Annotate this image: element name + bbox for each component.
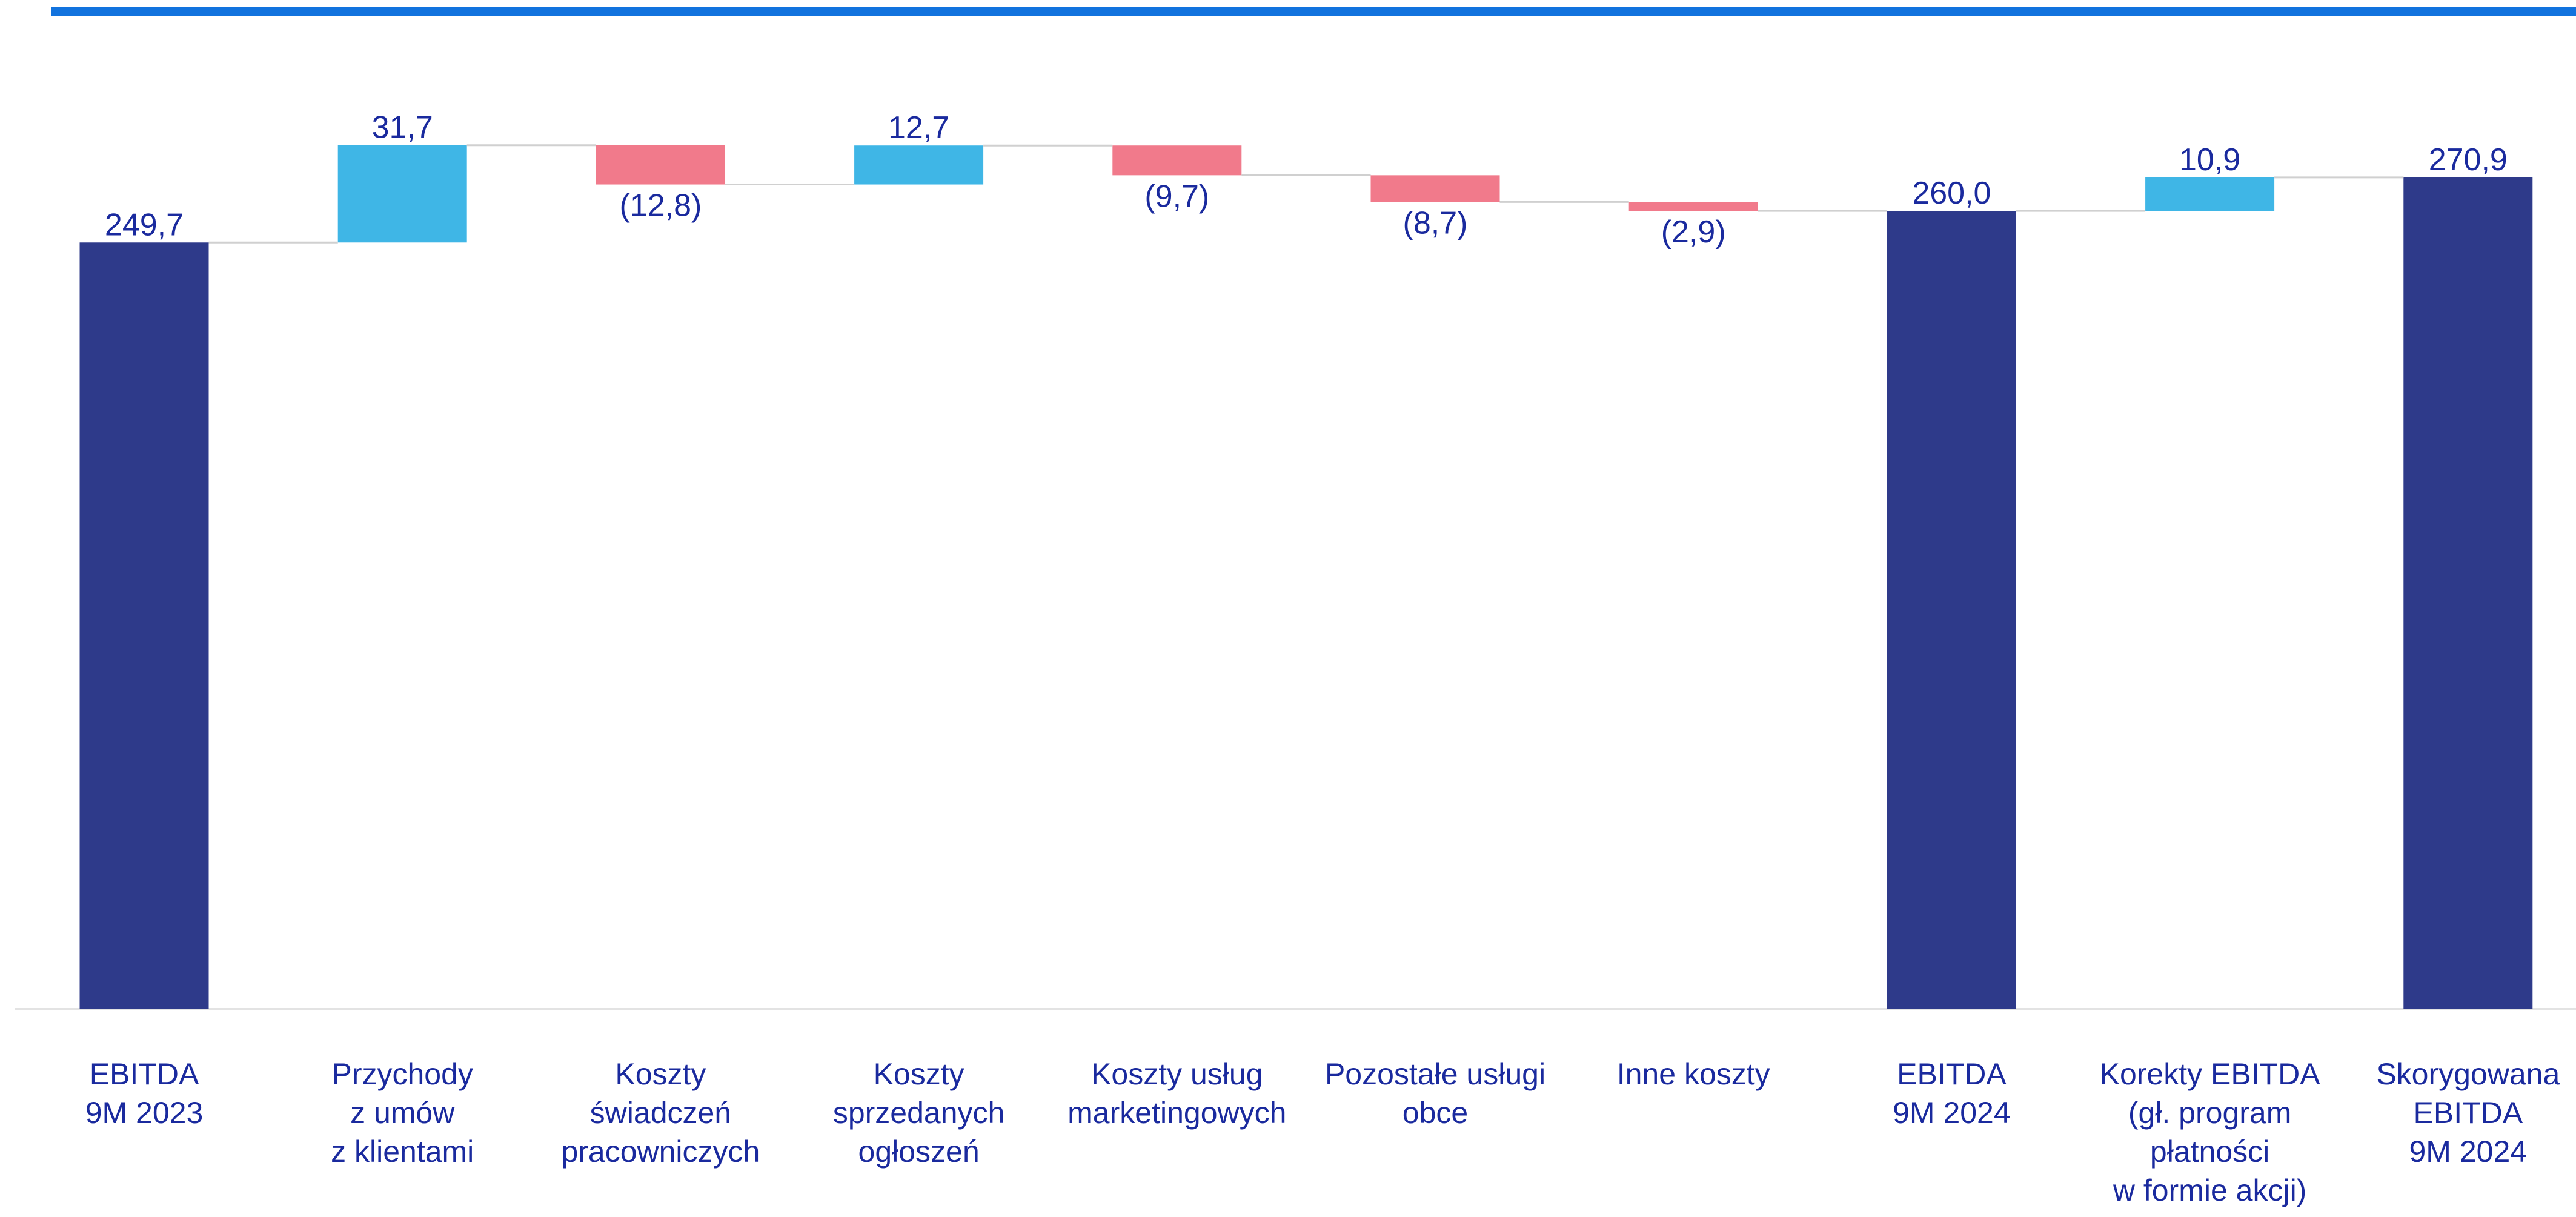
bar-total [79,242,209,1009]
category-label: (gł. program [2128,1096,2292,1130]
data-label: 12,7 [888,110,949,145]
category-label: 9M 2023 [85,1096,204,1130]
category-label: Koszty [874,1057,964,1091]
category-label: Skorygowana [2376,1057,2560,1091]
bar-increase [337,145,467,243]
data-label: (12,8) [619,188,702,224]
category-label: ogłoszeń [858,1135,980,1169]
category-label: Pozostałe usługi [1325,1057,1545,1091]
bar-decrease [1370,175,1500,202]
data-label: (8,7) [1403,205,1468,240]
data-label: 270,9 [2429,142,2508,177]
bar-decrease [596,145,725,185]
category-label: 9M 2024 [2409,1135,2528,1169]
bar-decrease [1112,145,1242,176]
category-label: z klientami [331,1135,474,1169]
bar-increase [854,145,984,185]
category-label: Koszty [615,1057,706,1091]
category-label: EBITDA [1897,1057,2007,1091]
category-label: sprzedanych [833,1096,1005,1130]
category-label: 9M 2024 [1893,1096,2011,1130]
data-label: 249,7 [105,207,184,242]
bar-increase [2145,177,2275,211]
category-label: z umów [350,1096,455,1130]
category-label: Korekty EBITDA [2100,1057,2321,1091]
category-label: obce [1403,1096,1468,1130]
category-label: płatności [2150,1135,2269,1169]
category-label: EBITDA [90,1057,199,1091]
data-label: (2,9) [1661,214,1726,250]
bar-total [2403,177,2533,1009]
category-label: marketingowych [1067,1096,1286,1130]
data-label: 10,9 [2179,142,2240,177]
category-label: Przychody [331,1057,473,1091]
bar-total [1887,211,2016,1009]
category-label: Inne koszty [1617,1057,1770,1091]
data-label: 31,7 [372,110,433,145]
category-label: świadczeń [590,1096,731,1130]
category-label: pracowniczych [561,1135,760,1169]
category-label: Koszty usług [1091,1057,1263,1091]
bar-decrease [1628,202,1758,211]
category-label: EBITDA [2414,1096,2523,1130]
data-label: 260,0 [1912,176,1991,211]
data-label: (9,7) [1144,179,1209,214]
top-accent-rule [51,7,2576,16]
category-label: w formie akcji) [2113,1173,2306,1207]
